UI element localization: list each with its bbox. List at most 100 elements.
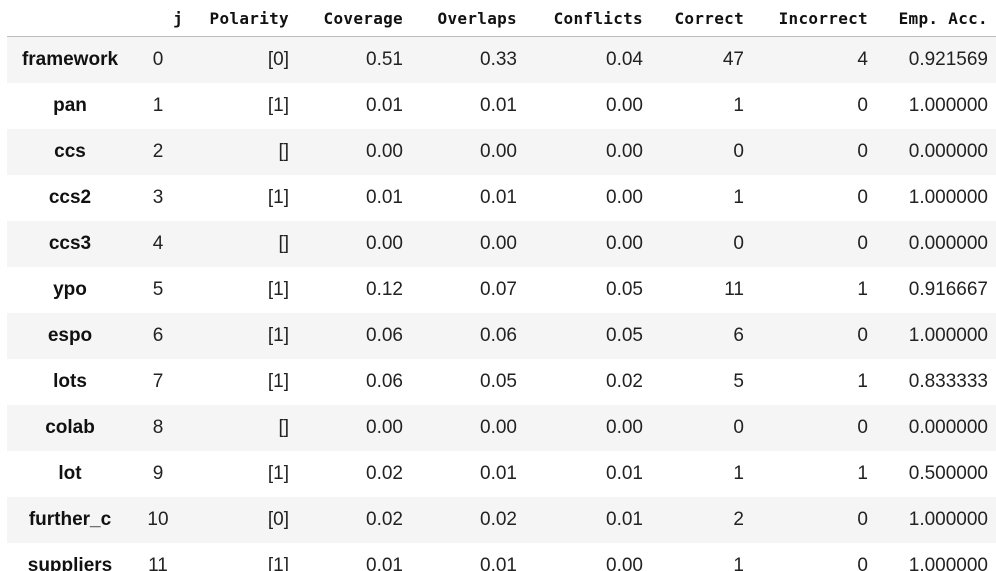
cell-incorrect: 0 [857, 416, 868, 438]
dataframe-output: j Polarity Coverage Overlaps Conflicts C… [7, 0, 996, 571]
cell-j: 4 [152, 232, 164, 254]
cell-overlaps: 0.01 [480, 186, 517, 208]
table-row: suppliers 11 [1] 0.01 0.01 0.00 1 0 1.000000 [7, 542, 996, 571]
cell-coverage: 0.06 [366, 370, 403, 392]
dataframe-table: j Polarity Coverage Overlaps Conflicts C… [7, 0, 996, 571]
column-header-coverage: Coverage [297, 0, 411, 37]
cell-emp-acc: 0.916667 [908, 278, 988, 300]
cell-overlaps: 0.01 [480, 94, 517, 116]
cell-conflicts: 0.00 [606, 554, 643, 571]
table-row: ccs3 4 [] 0.00 0.00 0.00 0 0 0.000000 [7, 220, 996, 267]
cell-j: 6 [152, 324, 164, 346]
row-index-label: lot [58, 462, 82, 484]
cell-overlaps: 0.05 [480, 370, 517, 392]
cell-conflicts: 0.00 [606, 140, 643, 162]
cell-emp-acc: 0.921569 [908, 48, 988, 70]
column-header-overlaps: Overlaps [411, 0, 525, 37]
table-row: further_c 10 [0] 0.02 0.02 0.01 2 0 1.000000 [7, 496, 996, 543]
cell-polarity: [1] [267, 278, 289, 300]
cell-overlaps: 0.33 [480, 48, 517, 70]
cell-emp-acc: 1.000000 [908, 508, 988, 530]
row-index-label: ccs2 [48, 186, 92, 208]
row-index-label: espo [47, 324, 93, 346]
table-row: ypo 5 [1] 0.12 0.07 0.05 11 1 0.916667 [7, 266, 996, 313]
cell-polarity: [1] [267, 554, 289, 571]
cell-conflicts: 0.00 [606, 232, 643, 254]
cell-coverage: 0.00 [366, 232, 403, 254]
cell-emp-acc: 1.000000 [908, 554, 988, 571]
cell-coverage: 0.00 [366, 140, 403, 162]
table-row: lot 9 [1] 0.02 0.01 0.01 1 1 0.500000 [7, 450, 996, 497]
cell-polarity: [0] [267, 48, 289, 70]
cell-correct: 1 [733, 186, 744, 208]
cell-polarity: [1] [267, 94, 289, 116]
cell-correct: 5 [733, 370, 744, 392]
cell-incorrect: 1 [857, 462, 868, 484]
cell-polarity: [] [278, 416, 289, 438]
cell-overlaps: 0.06 [480, 324, 517, 346]
table-row: espo 6 [1] 0.06 0.06 0.05 6 0 1.000000 [7, 312, 996, 359]
cell-coverage: 0.01 [366, 186, 403, 208]
table-row: ccs2 3 [1] 0.01 0.01 0.00 1 0 1.000000 [7, 174, 996, 221]
column-header-conflicts: Conflicts [525, 0, 651, 37]
cell-correct: 1 [733, 462, 744, 484]
cell-overlaps: 0.00 [480, 140, 517, 162]
cell-incorrect: 1 [857, 278, 868, 300]
cell-polarity: [1] [267, 370, 289, 392]
cell-j: 1 [152, 94, 164, 116]
cell-polarity: [1] [267, 324, 289, 346]
column-header-polarity: Polarity [183, 0, 297, 37]
cell-overlaps: 0.02 [480, 508, 517, 530]
cell-j: 7 [152, 370, 164, 392]
cell-polarity: [1] [267, 186, 289, 208]
cell-incorrect: 0 [857, 94, 868, 116]
cell-correct: 11 [724, 278, 744, 300]
cell-emp-acc: 0.000000 [908, 140, 988, 162]
cell-correct: 6 [733, 324, 744, 346]
cell-polarity: [0] [267, 508, 289, 530]
cell-coverage: 0.02 [366, 462, 403, 484]
table-row: lots 7 [1] 0.06 0.05 0.02 5 1 0.833333 [7, 358, 996, 405]
cell-conflicts: 0.01 [606, 462, 643, 484]
cell-overlaps: 0.00 [480, 232, 517, 254]
cell-coverage: 0.12 [366, 278, 403, 300]
table-row: framework 0 [0] 0.51 0.33 0.04 47 4 0.921569 [7, 36, 996, 83]
row-index-label: framework [21, 48, 119, 70]
cell-emp-acc: 0.833333 [908, 370, 988, 392]
cell-coverage: 0.01 [366, 554, 403, 571]
cell-conflicts: 0.00 [606, 94, 643, 116]
cell-correct: 0 [733, 416, 744, 438]
cell-incorrect: 0 [857, 140, 868, 162]
cell-polarity: [] [278, 232, 289, 254]
table-row: ccs 2 [] 0.00 0.00 0.00 0 0 0.000000 [7, 128, 996, 175]
cell-coverage: 0.00 [366, 416, 403, 438]
cell-emp-acc: 0.000000 [908, 416, 988, 438]
cell-conflicts: 0.01 [606, 508, 643, 530]
row-index-label: pan [53, 94, 87, 116]
column-header-j: j [133, 0, 183, 37]
cell-overlaps: 0.00 [480, 416, 517, 438]
cell-j: 0 [152, 48, 164, 70]
cell-conflicts: 0.04 [606, 48, 643, 70]
row-index-label: ccs3 [48, 232, 92, 254]
cell-incorrect: 0 [857, 508, 868, 530]
header-row: j Polarity Coverage Overlaps Conflicts C… [7, 0, 996, 37]
row-index-label: lots [53, 370, 87, 392]
row-index-label: colab [45, 416, 95, 438]
cell-correct: 1 [733, 554, 744, 571]
cell-polarity: [1] [267, 462, 289, 484]
cell-incorrect: 0 [857, 324, 868, 346]
cell-conflicts: 0.00 [606, 416, 643, 438]
cell-conflicts: 0.05 [606, 324, 643, 346]
cell-coverage: 0.06 [366, 324, 403, 346]
cell-incorrect: 0 [857, 232, 868, 254]
column-header-correct: Correct [651, 0, 752, 37]
table-row: pan 1 [1] 0.01 0.01 0.00 1 0 1.000000 [7, 82, 996, 129]
cell-conflicts: 0.02 [606, 370, 643, 392]
cell-incorrect: 0 [857, 186, 868, 208]
column-header-incorrect: Incorrect [752, 0, 876, 37]
cell-incorrect: 0 [857, 554, 868, 571]
cell-conflicts: 0.00 [606, 186, 643, 208]
row-index-label: ccs [54, 140, 86, 162]
row-index-label: ypo [53, 278, 87, 300]
